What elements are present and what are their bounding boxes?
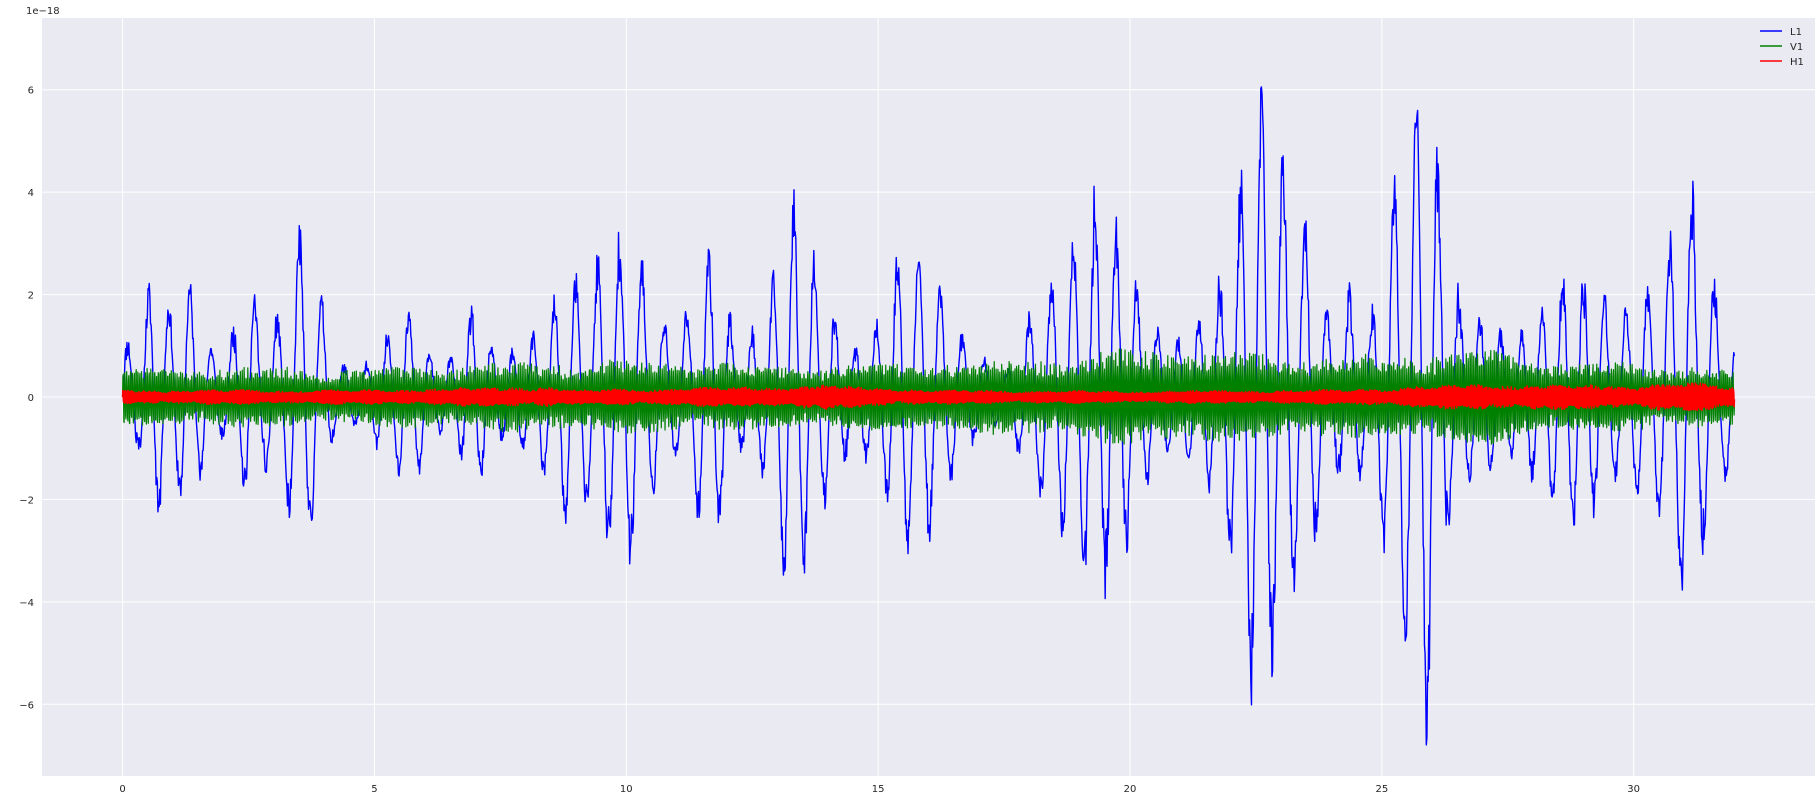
x-tick-label: 0 xyxy=(119,784,125,795)
legend-label-l1: L1 xyxy=(1790,27,1802,38)
y-tick-label: 6 xyxy=(28,86,34,97)
legend-label-v1: V1 xyxy=(1790,42,1803,53)
y-tick-label: −2 xyxy=(19,495,34,506)
x-tick-label: 5 xyxy=(371,784,377,795)
x-tick-label: 15 xyxy=(872,784,885,795)
y-tick-label: −4 xyxy=(19,598,34,609)
legend-label-h1: H1 xyxy=(1790,57,1804,68)
y-offset-label: 1e−18 xyxy=(26,6,60,17)
y-tick-label: −6 xyxy=(19,700,34,711)
series-line-h1 xyxy=(121,382,1736,412)
y-tick-label: 0 xyxy=(28,393,34,404)
y-tick-label: 4 xyxy=(28,188,34,199)
series-layer xyxy=(121,86,1736,746)
series-line-v1 xyxy=(121,348,1736,445)
x-tick-label: 20 xyxy=(1124,784,1137,795)
legend: L1 V1 H1 xyxy=(1751,22,1809,68)
x-tick-label: 25 xyxy=(1375,784,1388,795)
x-tick-label: 30 xyxy=(1627,784,1640,795)
y-tick-label: 2 xyxy=(28,291,34,302)
x-tick-label: 10 xyxy=(620,784,633,795)
tick-labels: 0 5 10 15 20 25 30 −6 −4 −2 0 2 4 6 xyxy=(19,86,1640,795)
